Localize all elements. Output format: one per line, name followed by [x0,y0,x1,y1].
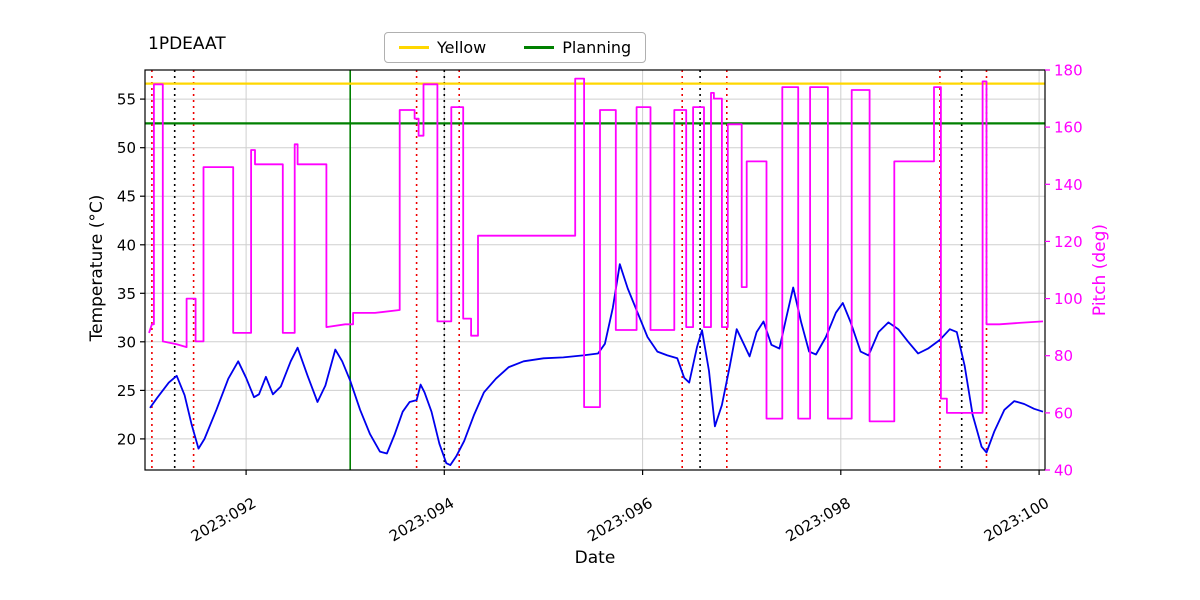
legend-label-planning: Planning [562,38,632,57]
y-right-tick-label: 140 [1054,176,1083,194]
legend-item-planning: Planning [524,38,631,57]
y-left-tick-label: 55 [117,91,136,109]
y-left-tick-label: 30 [117,333,136,351]
legend-label-yellow: Yellow [437,38,487,57]
y-axis-label-right: Pitch (deg) [1090,223,1110,317]
y-left-tick-label: 45 [117,188,136,206]
y-left-tick-label: 50 [117,139,136,157]
y-axis-label-left: Temperature (°C) [87,194,107,342]
legend: Yellow Planning [384,32,647,63]
plot-border [144,69,1046,471]
chart-title: 1PDEAAT [148,34,226,54]
y-left-tick-label: 20 [117,430,136,448]
y-right-tick-label: 160 [1054,119,1083,137]
y-right-tick-label: 60 [1054,404,1073,422]
y-left-tick-label: 25 [117,382,136,400]
y-right-tick-label: 80 [1054,347,1073,365]
x-tick-label: 2023:096 [584,494,655,546]
yellow-line-swatch [399,46,429,49]
x-axis-label: Date [574,548,616,568]
y-left-tick-label: 40 [117,236,136,254]
pitch-line [148,77,1044,423]
y-left-tick-label: 35 [117,285,136,303]
y-right-tick-label: 100 [1054,290,1083,308]
planning-line-swatch [524,46,555,49]
x-tick-label: 2023:098 [783,494,854,546]
x-tick-label: 2023:092 [188,494,259,546]
y-right-tick-label: 180 [1054,62,1083,80]
y-right-tick-label: 120 [1054,233,1083,251]
y-right-tick-label: 40 [1054,462,1073,480]
temperature-line [149,263,1044,467]
legend-item-yellow: Yellow [399,38,486,57]
x-tick-label: 2023:094 [386,494,457,546]
x-tick-label: 2023:100 [981,494,1052,546]
